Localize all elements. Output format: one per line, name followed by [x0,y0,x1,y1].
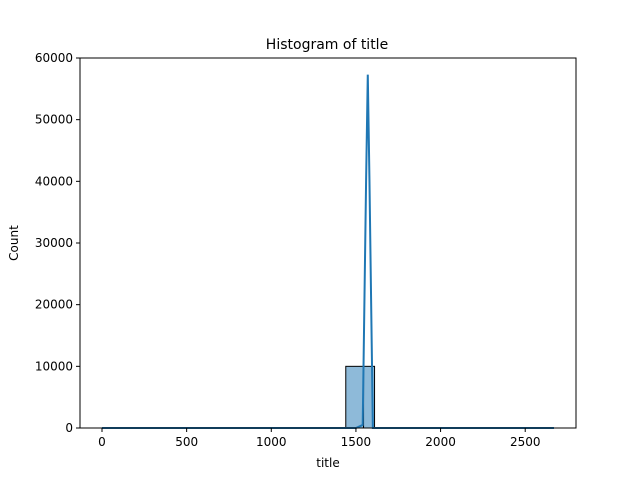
y-tick-label: 40000 [35,174,73,188]
y-axis-ticks: 0 10000 20000 30000 40000 50000 60000 [35,51,80,435]
x-tick-label: 1000 [256,435,287,449]
x-tick-label: 500 [175,435,198,449]
y-tick-label: 50000 [35,113,73,127]
histogram-bars [345,365,376,429]
chart-title: Histogram of title [266,37,388,53]
y-tick-label: 10000 [35,359,73,373]
y-axis-label: Count [7,225,21,261]
x-tick-label: 1500 [341,435,372,449]
x-tick-label: 2000 [425,435,456,449]
plot-frame [79,57,577,429]
y-tick-label: 30000 [35,236,73,250]
y-tick-label: 20000 [35,298,73,312]
x-tick-label: 2500 [510,435,541,449]
kde-line [102,74,554,429]
histogram-bar [345,365,365,429]
x-axis-ticks: 0 500 1000 1500 2000 2500 [98,428,540,449]
y-tick-label: 0 [65,421,73,435]
y-tick-label: 60000 [35,51,73,65]
x-tick-label: 0 [98,435,106,449]
x-axis-label: title [316,456,339,470]
